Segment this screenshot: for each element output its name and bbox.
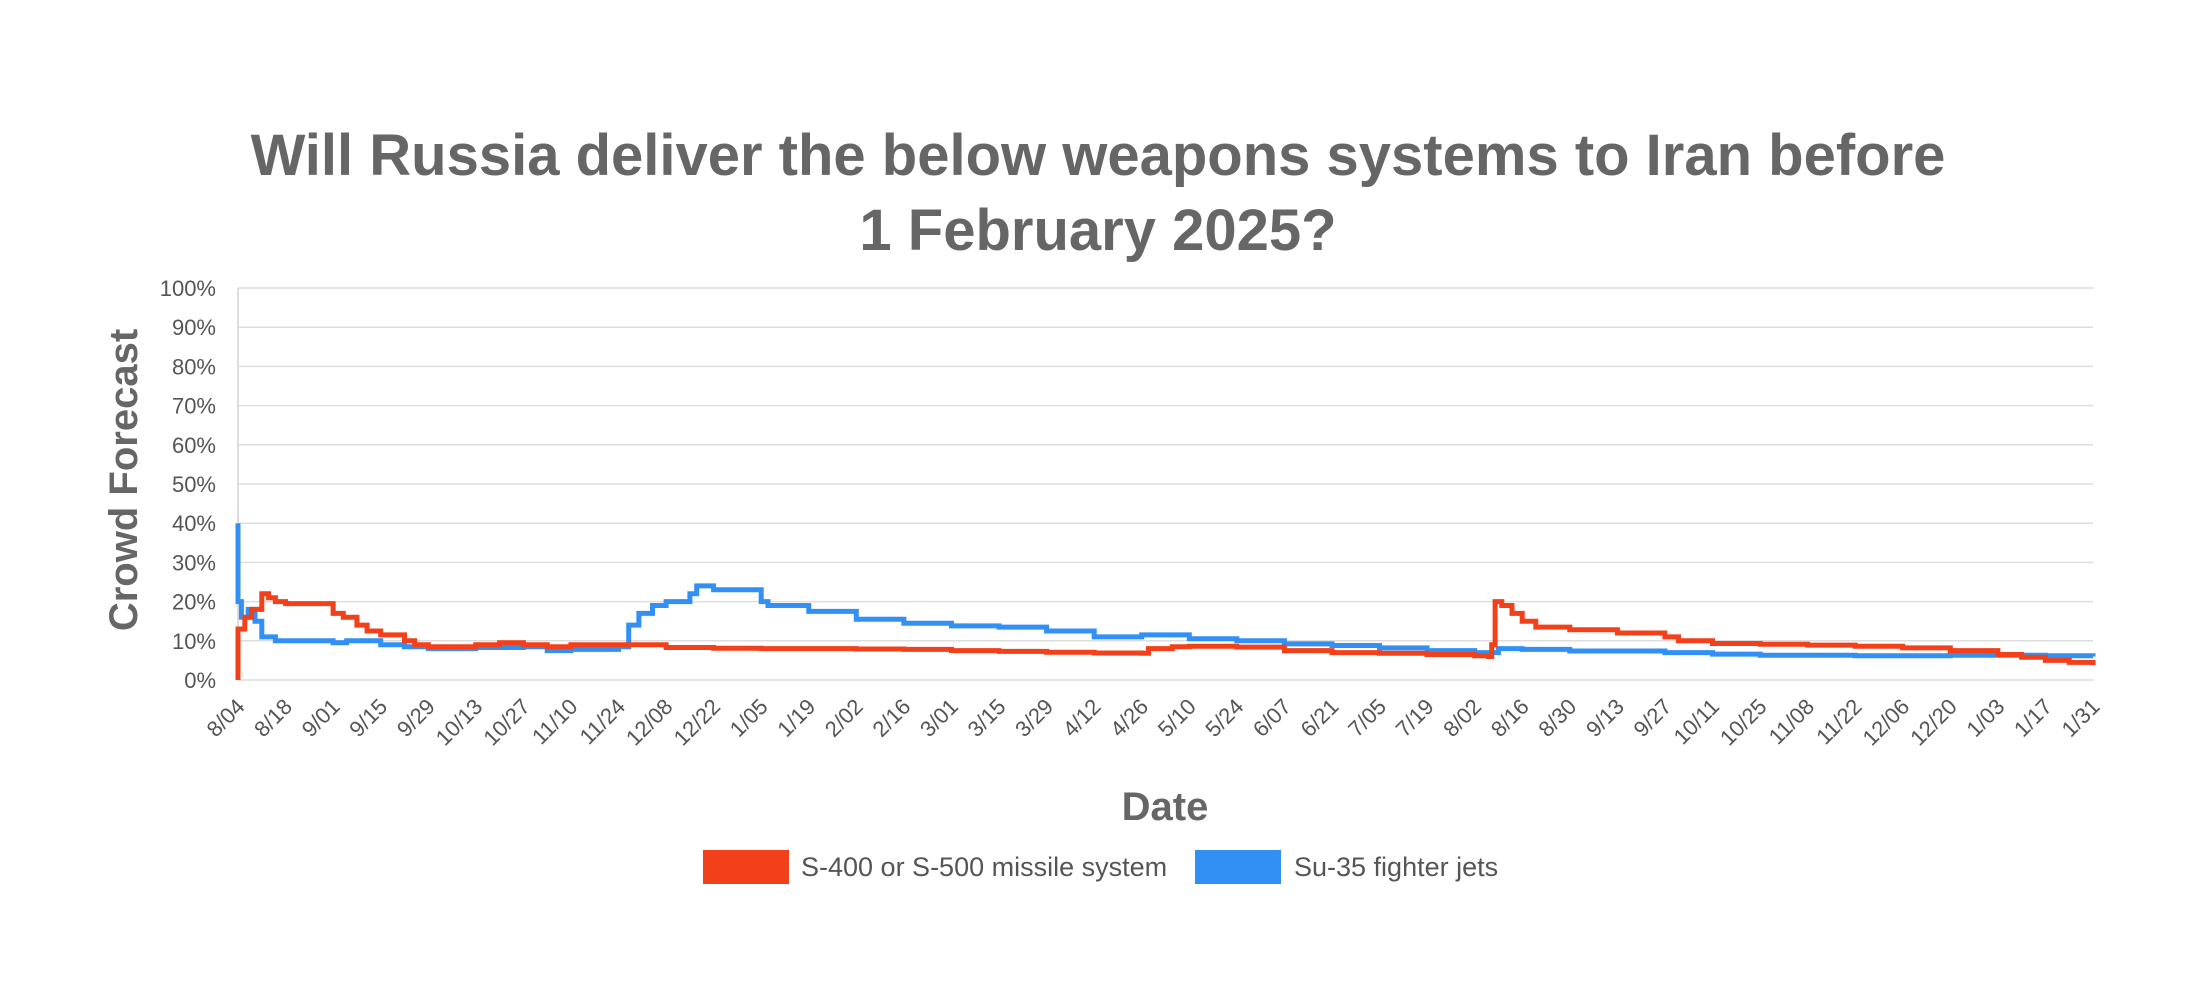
x-tick-label: 1/03 xyxy=(1961,694,2009,742)
x-tick-label: 8/02 xyxy=(1438,694,1486,742)
x-tick-label: 10/13 xyxy=(431,694,488,751)
y-tick-label: 80% xyxy=(172,354,216,379)
series-lines xyxy=(235,523,2096,680)
x-tick-label: 5/10 xyxy=(1153,694,1201,742)
chart-title-line-2: 1 February 2025? xyxy=(859,198,1336,263)
legend-label-su35: Su-35 fighter jets xyxy=(1294,852,1498,882)
x-tick-label: 6/07 xyxy=(1248,694,1296,742)
x-tick-label: 12/06 xyxy=(1858,694,1915,751)
x-tick-label: 3/29 xyxy=(1010,694,1058,742)
y-tick-label: 10% xyxy=(172,629,216,654)
x-tick-label: 11/24 xyxy=(575,694,630,749)
series-line-0 xyxy=(235,591,2096,680)
series-line-1 xyxy=(235,523,2096,659)
y-axis-ticks: 0% 10% 20% 30% 40% 50% 60% 70% 80% 90% 100% xyxy=(160,276,216,693)
x-tick-label: 12/20 xyxy=(1905,694,1962,751)
x-tick-label: 4/12 xyxy=(1058,694,1106,742)
x-tick-label: 2/02 xyxy=(820,694,868,742)
y-axis-title: Crowd Forecast xyxy=(102,329,146,631)
x-tick-label: 3/15 xyxy=(963,694,1011,742)
x-tick-label: 12/08 xyxy=(621,694,678,751)
x-axis-title: Date xyxy=(1122,785,1209,829)
x-tick-label: 11/10 xyxy=(527,694,582,749)
y-tick-label: 20% xyxy=(172,590,216,615)
x-tick-label: 4/26 xyxy=(1105,694,1153,742)
y-tick-label: 60% xyxy=(172,433,216,458)
x-tick-label: 11/08 xyxy=(1764,694,1819,749)
x-tick-label: 8/16 xyxy=(1486,694,1534,742)
legend-label-s400: S-400 or S-500 missile system xyxy=(801,852,1167,882)
x-tick-label: 10/27 xyxy=(478,694,535,751)
x-tick-label: 2/16 xyxy=(867,694,915,742)
x-tick-label: 3/01 xyxy=(915,694,963,742)
y-tick-label: 50% xyxy=(172,472,216,497)
x-tick-label: 1/19 xyxy=(772,694,820,742)
x-tick-label: 1/31 xyxy=(2057,694,2105,742)
x-tick-label: 8/18 xyxy=(249,694,297,742)
x-tick-label: 8/30 xyxy=(1533,694,1581,742)
gridlines xyxy=(237,287,2093,681)
legend-swatch-s400 xyxy=(703,850,789,884)
x-tick-label: 10/25 xyxy=(1715,694,1772,751)
y-tick-label: 0% xyxy=(184,668,216,693)
x-tick-label: 8/04 xyxy=(202,694,250,742)
x-axis-ticks: 8/04 8/18 9/01 9/15 9/2910/1310/2711/1011/24… xyxy=(202,694,2105,751)
y-tick-label: 90% xyxy=(172,315,216,340)
x-tick-label: 10/11 xyxy=(1669,694,1724,749)
x-tick-label: 7/19 xyxy=(1391,694,1439,742)
x-tick-label: 9/15 xyxy=(344,694,392,742)
x-tick-label: 6/21 xyxy=(1296,694,1344,742)
x-tick-label: 7/05 xyxy=(1343,694,1391,742)
legend-swatch-su35 xyxy=(1195,850,1281,884)
x-tick-label: 1/17 xyxy=(2009,694,2057,742)
x-tick-label: 5/24 xyxy=(1200,694,1248,742)
y-tick-label: 40% xyxy=(172,511,216,536)
chart-title-line-1: Will Russia deliver the below weapons sy… xyxy=(251,123,1946,188)
legend: S-400 or S-500 missile system Su-35 figh… xyxy=(703,850,1498,884)
y-tick-label: 70% xyxy=(172,394,216,419)
x-tick-label: 12/22 xyxy=(669,694,726,751)
y-tick-label: 100% xyxy=(160,276,216,301)
x-tick-label: 9/01 xyxy=(297,694,345,742)
x-tick-label: 9/27 xyxy=(1628,694,1676,742)
x-tick-label: 1/05 xyxy=(725,694,773,742)
x-tick-label: 11/22 xyxy=(1811,694,1866,749)
x-tick-label: 9/13 xyxy=(1581,694,1629,742)
y-tick-label: 30% xyxy=(172,550,216,575)
